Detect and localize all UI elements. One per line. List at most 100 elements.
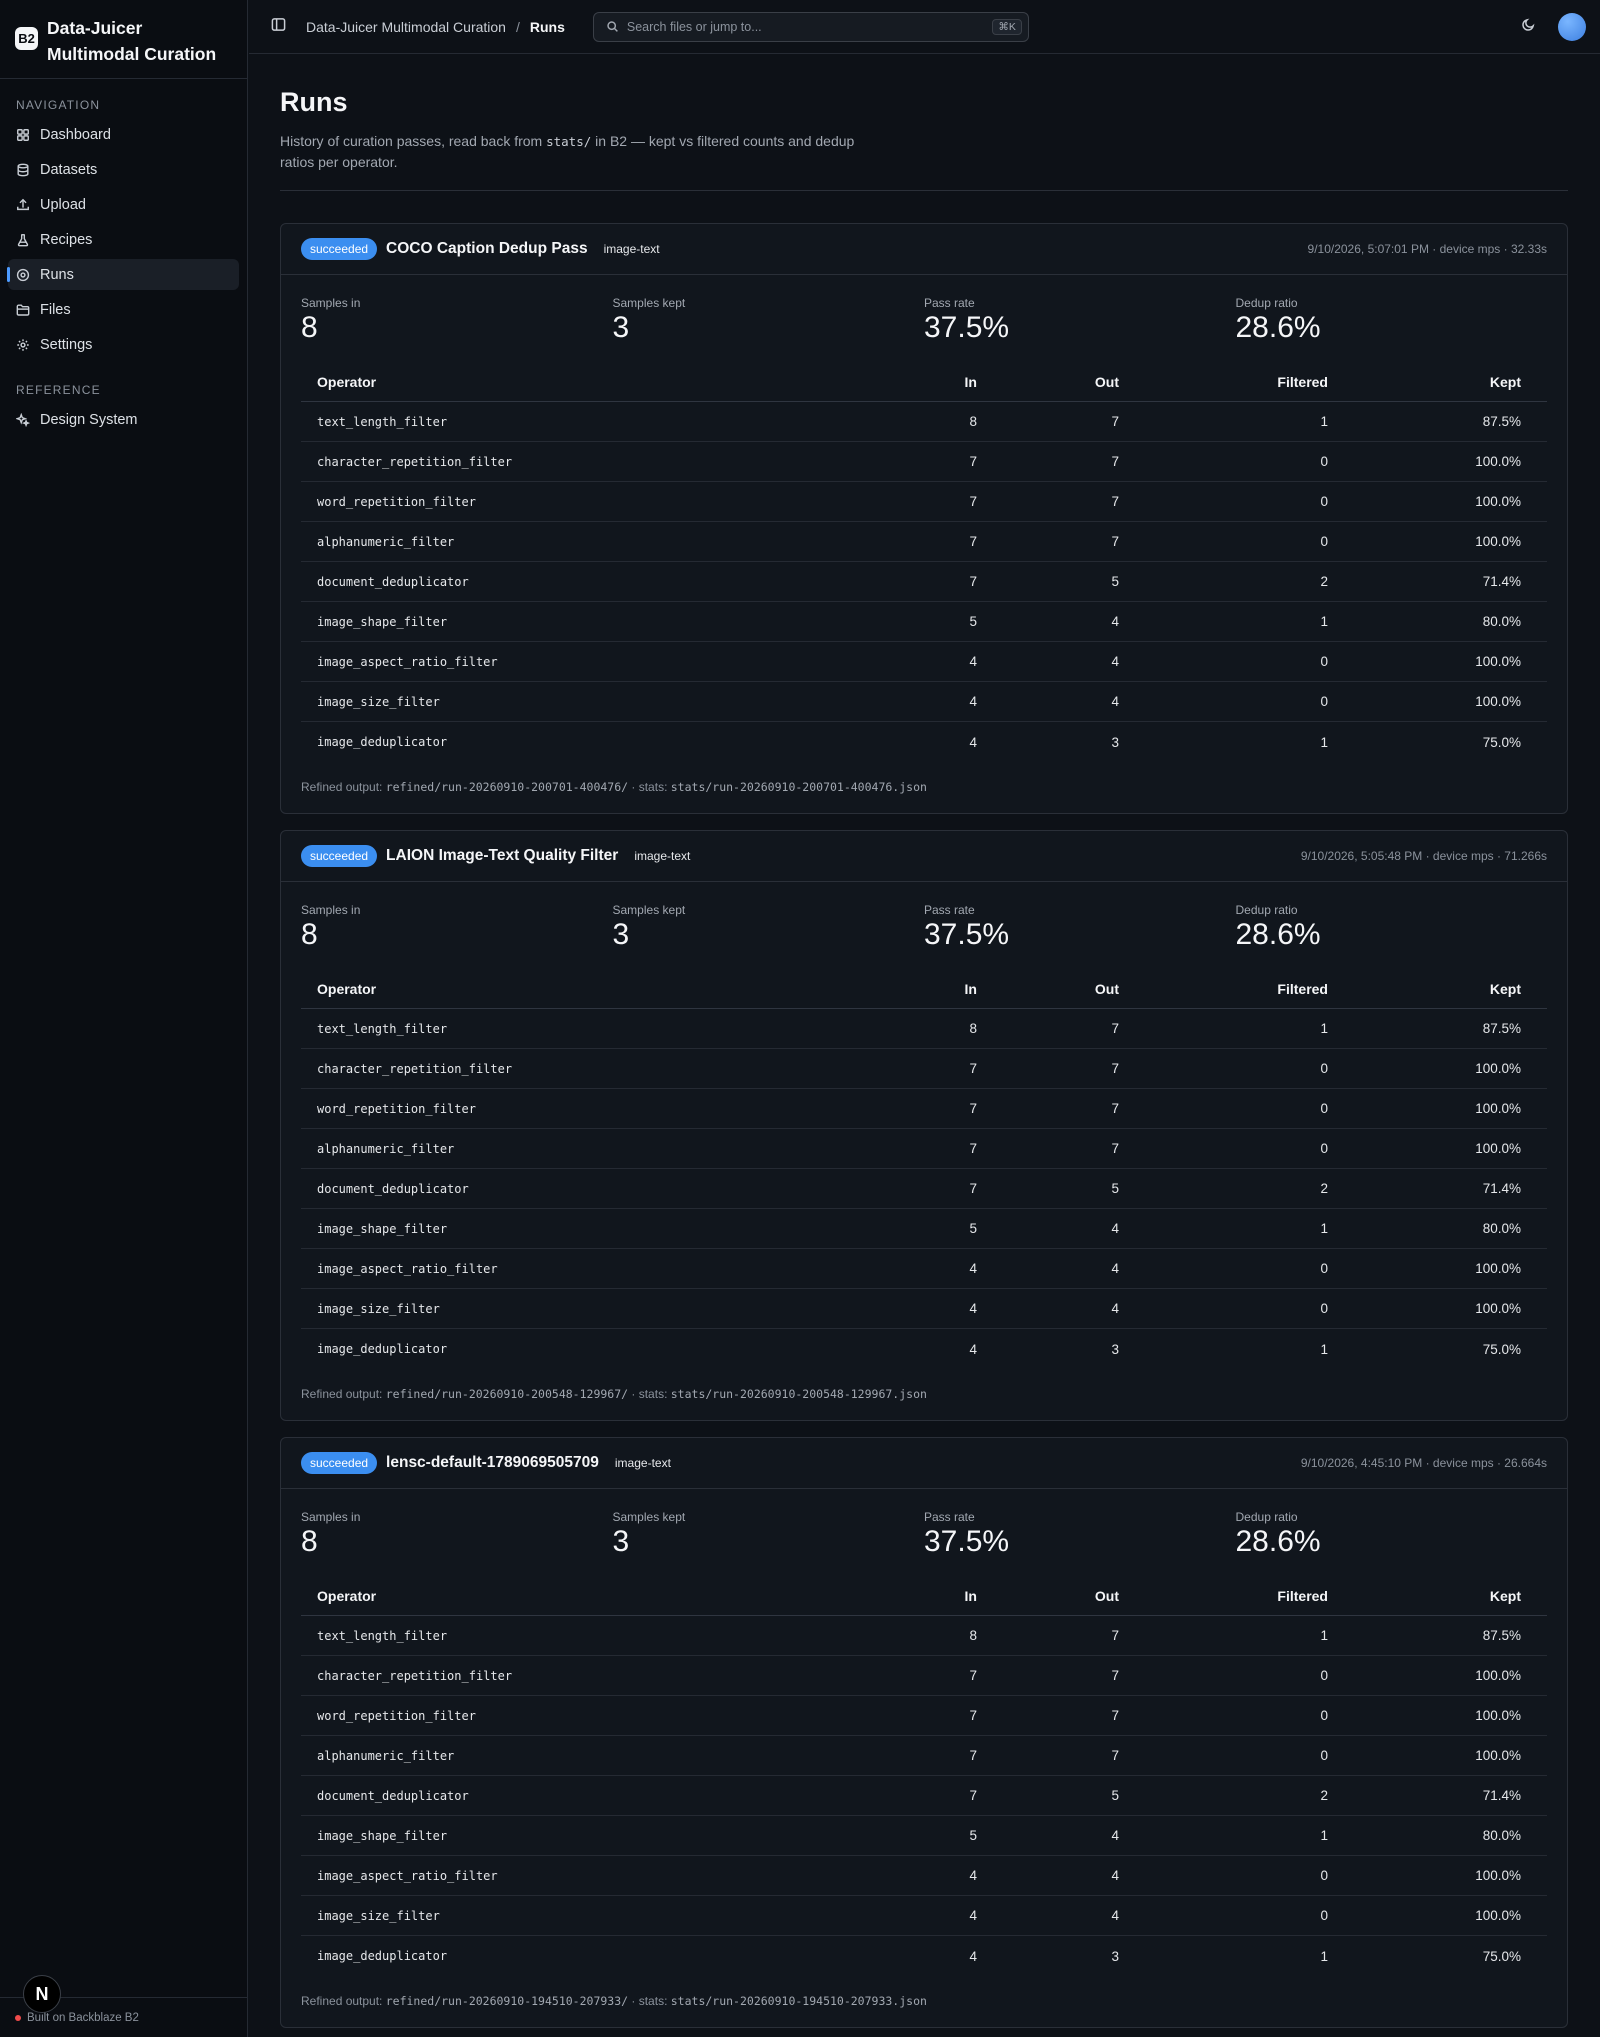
- operator-name: document_deduplicator: [317, 1788, 469, 1803]
- sidebar-item-settings[interactable]: Settings: [8, 329, 239, 360]
- kept-percent: 100.0%: [1475, 694, 1521, 709]
- filtered-count: 0: [1320, 454, 1328, 469]
- col-filtered: Filtered: [1277, 980, 1328, 997]
- stat-samples-kept: Samples kept 3: [613, 1510, 925, 1564]
- out-count: 7: [1111, 1021, 1119, 1036]
- reference-section: REFERENCE Design System: [0, 364, 247, 435]
- sidebar-item-files[interactable]: Files: [8, 294, 239, 325]
- stat-label: Samples kept: [612, 903, 686, 917]
- filtered-count: 1: [1320, 414, 1328, 429]
- theme-toggle-icon[interactable]: [1521, 17, 1536, 37]
- table-row: document_deduplicator 7 5 2 71.4%: [301, 562, 1547, 602]
- operator-name: image_deduplicator: [317, 1342, 448, 1356]
- out-count: 7: [1111, 414, 1119, 429]
- run-mode: image-text: [634, 849, 691, 863]
- col-kept: Kept: [1489, 1587, 1521, 1604]
- filtered-count: 1: [1320, 1948, 1328, 1964]
- filtered-count: 0: [1320, 1061, 1328, 1076]
- stat-value: 8: [301, 918, 318, 951]
- stat-pass-rate: Pass rate 37.5%: [924, 296, 1236, 350]
- operator-name: character_repetition_filter: [317, 454, 513, 469]
- dev-tools-badge[interactable]: N: [23, 1975, 61, 2013]
- operator-name: image_shape_filter: [317, 614, 448, 629]
- stat-value: 3: [612, 311, 630, 344]
- operator-name: alphanumeric_filter: [317, 534, 455, 549]
- table-row: word_repetition_filter 7 7 0 100.0%: [301, 1089, 1547, 1129]
- out-count: 4: [1111, 614, 1119, 629]
- col-operator: Operator: [317, 373, 377, 390]
- filtered-count: 1: [1320, 1021, 1328, 1036]
- table-header: Operator In Out Filtered Kept: [301, 362, 1547, 402]
- breadcrumb-root[interactable]: Data-Juicer Multimodal Curation: [306, 18, 506, 35]
- table-row: document_deduplicator 7 5 2 71.4%: [301, 1169, 1547, 1209]
- run-card: succeeded lensc-default-1789069505709 imag…: [280, 1437, 1568, 2028]
- kept-percent: 100.0%: [1475, 454, 1521, 469]
- run-meta: 9/10/2026, 5:07:01 PM · device mps · 32.…: [1307, 242, 1547, 256]
- operator-table: Operator In Out Filtered Kept text_length_fil…: [301, 969, 1547, 1369]
- sparkles-icon: [16, 412, 30, 427]
- sidebar-item-label: Datasets: [40, 161, 98, 178]
- run-header[interactable]: succeeded lensc-default-1789069505709 imag…: [281, 1438, 1567, 1489]
- sidebar-item-label: Upload: [40, 196, 86, 213]
- sidebar-item-design-system[interactable]: Design System: [8, 404, 239, 435]
- run-footer: Refined output: refined/run-20260910-194…: [281, 1976, 1567, 2027]
- breadcrumb-separator: /: [515, 18, 520, 35]
- kept-percent: 100.0%: [1475, 654, 1521, 669]
- table-row: image_deduplicator 4 3 1 75.0%: [301, 1329, 1547, 1369]
- sidebar-item-dashboard[interactable]: Dashboard: [8, 119, 239, 150]
- out-count: 7: [1111, 1141, 1119, 1156]
- breadcrumb-current: Runs: [529, 18, 565, 35]
- kept-percent: 75.0%: [1482, 734, 1521, 750]
- stat-dedup-ratio: Dedup ratio 28.6%: [1236, 903, 1548, 957]
- stat-samples-in: Samples in 8: [301, 1510, 613, 1564]
- sidebar-item-recipes[interactable]: Recipes: [8, 224, 239, 255]
- run-header[interactable]: succeeded LAION Image-Text Quality Filter…: [281, 831, 1567, 882]
- filtered-count: 0: [1320, 1708, 1328, 1723]
- stat-label: Pass rate: [924, 903, 975, 917]
- operator-name: word_repetition_filter: [317, 1101, 476, 1116]
- table-row: text_length_filter 8 7 1 87.5%: [301, 1616, 1547, 1656]
- topbar: Data-Juicer Multimodal Curation / Runs S…: [249, 0, 1600, 54]
- search-placeholder: Search files or jump to...: [626, 19, 762, 34]
- in-count: 5: [969, 1221, 977, 1236]
- sidebar-item-runs[interactable]: Runs: [7, 259, 239, 290]
- folder-icon: [16, 303, 30, 316]
- search-input[interactable]: Search files or jump to... ⌘K: [592, 11, 1029, 42]
- run-header[interactable]: succeeded COCO Caption Dedup Pass image-te…: [281, 224, 1567, 275]
- stat-value: 3: [612, 918, 630, 951]
- run-footer: Refined output: refined/run-20260910-200…: [281, 1369, 1567, 1420]
- run-card: succeeded COCO Caption Dedup Pass image-te…: [280, 223, 1568, 814]
- out-count: 3: [1111, 1948, 1119, 1964]
- run-footer: Refined output: refined/run-20260910-200…: [281, 762, 1567, 813]
- kept-percent: 80.0%: [1482, 614, 1521, 629]
- operator-name: text_length_filter: [317, 1628, 448, 1643]
- in-count: 7: [969, 534, 977, 549]
- nav-heading: NAVIGATION: [16, 98, 101, 112]
- out-count: 4: [1111, 1908, 1119, 1923]
- table-row: word_repetition_filter 7 7 0 100.0%: [301, 482, 1547, 522]
- operator-name: word_repetition_filter: [317, 1708, 476, 1723]
- status-dot-icon: [15, 2014, 21, 2021]
- stat-pass-rate: Pass rate 37.5%: [924, 903, 1236, 957]
- sidebar-toggle-icon[interactable]: [271, 17, 286, 37]
- filtered-count: 0: [1320, 494, 1328, 509]
- col-out: Out: [1094, 1587, 1119, 1604]
- sidebar-item-label: Design System: [40, 411, 138, 428]
- brand[interactable]: B2 Data-Juicer Multimodal Curation: [0, 0, 247, 79]
- sidebar-item-upload[interactable]: Upload: [8, 189, 239, 220]
- table-header: Operator In Out Filtered Kept: [301, 1576, 1547, 1616]
- out-count: 4: [1111, 1868, 1119, 1883]
- filtered-count: 0: [1320, 534, 1328, 549]
- in-count: 7: [969, 454, 977, 469]
- avatar[interactable]: [1558, 12, 1586, 41]
- stats-path: stats/run-20260910-200548-129967.json: [670, 1387, 927, 1401]
- sidebar-item-datasets[interactable]: Datasets: [8, 154, 239, 185]
- filtered-count: 0: [1320, 1868, 1328, 1883]
- table-row: image_size_filter 4 4 0 100.0%: [301, 1289, 1547, 1329]
- output-path: refined/run-20260910-200701-400476/: [385, 780, 629, 794]
- out-count: 4: [1111, 1221, 1119, 1236]
- out-count: 4: [1111, 694, 1119, 709]
- sidebar-footer: Built on Backblaze B2: [0, 1997, 247, 2037]
- stat-label: Pass rate: [924, 296, 975, 310]
- out-count: 7: [1111, 454, 1119, 469]
